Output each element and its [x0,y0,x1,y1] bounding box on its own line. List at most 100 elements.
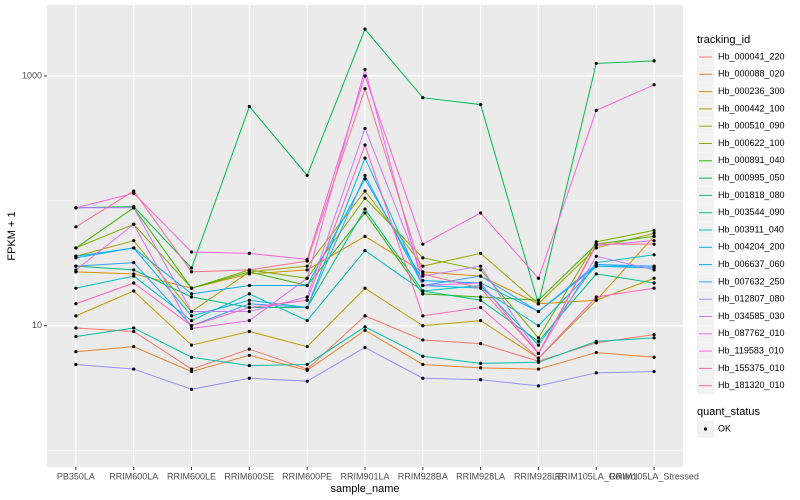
data-point [421,242,425,246]
data-point [74,206,78,210]
data-point [189,355,194,359]
data-point [363,177,367,181]
data-point [421,272,425,276]
data-point [652,264,656,268]
data-point [247,283,251,288]
legend-label: Hb_003911_040 [718,224,784,234]
data-point [74,326,78,330]
point-legend-title: quant_status [697,406,760,418]
data-point [363,126,367,131]
data-point [189,292,194,296]
data-point [74,334,78,339]
data-point [421,354,425,358]
data-point [363,196,367,200]
data-point [421,376,425,380]
data-point [363,87,367,91]
legend-label: Hb_087762_010 [718,328,785,338]
data-point [652,286,656,290]
data-point [305,345,309,349]
legend-label: Hb_119583_010 [718,345,784,355]
data-point [536,302,541,306]
data-point [594,339,598,343]
data-point [247,329,251,334]
data-point [132,268,136,272]
data-point [189,250,194,254]
data-point [421,338,425,342]
data-point [305,276,309,280]
data-point [363,328,367,332]
data-point [247,251,251,255]
data-point [594,61,598,66]
data-point [363,286,367,290]
data-point [479,274,483,278]
data-point [189,309,194,314]
data-point [305,368,309,372]
data-point [536,367,541,371]
legend-label: Hb_181320_010 [718,380,785,390]
data-point [363,234,367,238]
data-point [652,336,656,340]
data-point [305,259,309,263]
data-point [305,295,309,299]
data-point [363,248,367,253]
data-point [189,286,194,290]
data-point [363,325,367,329]
data-point [421,96,425,100]
x-axis-title: sample_name [330,483,399,495]
data-point [421,278,425,283]
data-point [74,246,78,250]
x-tick-label: RRIM105LA_Control [555,471,638,481]
x-tick-label: RRIM600SE [224,471,274,481]
data-point [132,367,136,371]
data-point [594,254,598,258]
legend-title: tracking_id [697,34,750,46]
data-point [363,211,367,215]
data-point [247,376,251,380]
y-tick-label: 1000 [22,70,42,80]
data-point [536,276,541,280]
legend: Hb_000041_220 Hb_000088_020 Hb_000236_300 H… [697,48,785,438]
data-point [247,298,251,302]
data-point [479,281,483,285]
data-point [479,295,483,299]
x-tick-label: RRIM901LA [340,471,389,481]
data-point [652,355,656,359]
data-point [247,104,251,109]
data-point [363,314,367,318]
data-point [132,274,136,278]
data-point [652,276,656,280]
x-tick-label: RRIM105LA_Stressed [609,471,699,481]
data-point [652,242,656,246]
data-point [74,286,78,290]
data-point [594,295,598,299]
data-point [479,102,483,107]
data-point [74,350,78,354]
data-point [536,384,541,388]
legend-label: Hb_001818_080 [718,190,785,200]
data-point [536,356,541,360]
data-point [536,336,541,340]
data-point [189,369,194,374]
data-point [189,326,194,331]
data-point [594,108,598,113]
data-point [189,270,194,274]
x-tick-label: RRIM928LE [514,471,563,481]
data-point [247,292,251,296]
data-point [652,83,656,87]
data-point [247,353,251,357]
y-tick-label: 10 [32,320,42,330]
data-point [536,343,541,347]
data-point [652,268,656,272]
data-point [132,206,136,210]
data-point [594,298,598,302]
data-point [479,251,483,255]
data-point [363,67,367,71]
data-point [421,289,425,293]
data-point [652,231,656,235]
data-point [74,362,78,367]
points [74,27,656,391]
data-point [247,305,251,310]
data-point [594,371,598,375]
data-point [479,264,483,268]
